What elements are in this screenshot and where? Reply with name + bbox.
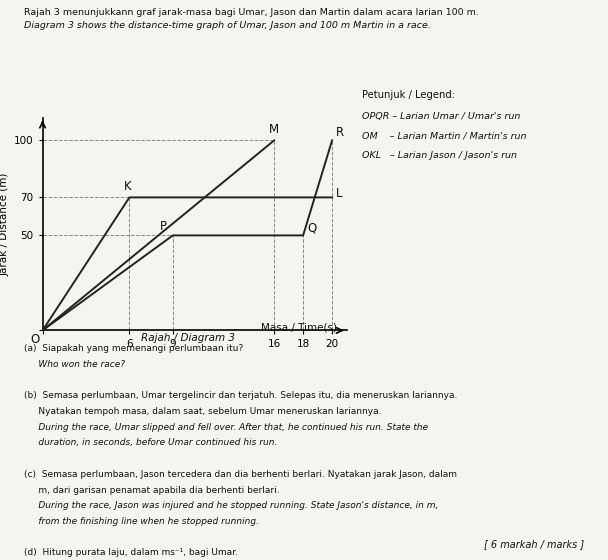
Text: Rajah / Diagram 3: Rajah / Diagram 3	[142, 333, 235, 343]
Text: M: M	[269, 123, 278, 137]
Text: (b)  Semasa perlumbaan, Umar tergelincir dan terjatuh. Selepas itu, dia menerusk: (b) Semasa perlumbaan, Umar tergelincir …	[24, 391, 458, 400]
Text: Rajah 3 menunjukkann graf jarak-masa bagi Umar, Jason dan Martin dalam acara lar: Rajah 3 menunjukkann graf jarak-masa bag…	[24, 8, 479, 17]
Text: L: L	[336, 188, 343, 200]
Text: Q: Q	[307, 221, 317, 234]
Text: (d)  Hitung purata laju, dalam ms⁻¹, bagi Umar.: (d) Hitung purata laju, dalam ms⁻¹, bagi…	[24, 548, 238, 557]
Text: OKL   – Larian Jason / Jason's run: OKL – Larian Jason / Jason's run	[362, 151, 517, 160]
Text: from the finishing line when he stopped running.: from the finishing line when he stopped …	[24, 517, 260, 526]
Text: Petunjuk / Legend:: Petunjuk / Legend:	[362, 90, 455, 100]
Text: Nyatakan tempoh masa, dalam saat, sebelum Umar meneruskan lariannya.: Nyatakan tempoh masa, dalam saat, sebelu…	[24, 407, 382, 416]
Text: Who won the race?: Who won the race?	[24, 360, 125, 369]
Text: [ 6 markah / marks ]: [ 6 markah / marks ]	[483, 539, 584, 549]
Text: Masa / Time(s): Masa / Time(s)	[261, 322, 337, 332]
Text: K: K	[124, 180, 131, 193]
Text: P: P	[161, 220, 167, 233]
Text: (a)  Siapakah yang memenangi perlumbaan itu?: (a) Siapakah yang memenangi perlumbaan i…	[24, 344, 244, 353]
Text: Diagram 3 shows the distance-time graph of Umar, Jason and 100 m Martin in a rac: Diagram 3 shows the distance-time graph …	[24, 21, 431, 30]
Text: (c)  Semasa perlumbaan, Jason tercedera dan dia berhenti berlari. Nyatakan jarak: (c) Semasa perlumbaan, Jason tercedera d…	[24, 470, 457, 479]
Text: O: O	[30, 333, 40, 346]
Y-axis label: Jarak / Distance (m): Jarak / Distance (m)	[0, 172, 10, 276]
Text: During the race, Jason was injured and he stopped running. State Jason's distanc: During the race, Jason was injured and h…	[24, 501, 439, 510]
Text: m, dari garisan penamat apabila dia berhenti berlari.: m, dari garisan penamat apabila dia berh…	[24, 486, 280, 494]
Text: OPQR – Larian Umar / Umar's run: OPQR – Larian Umar / Umar's run	[362, 112, 520, 121]
Text: R: R	[336, 126, 344, 139]
Text: During the race, Umar slipped and fell over. After that, he continued his run. S: During the race, Umar slipped and fell o…	[24, 423, 429, 432]
Text: OM    – Larian Martin / Martin's run: OM – Larian Martin / Martin's run	[362, 132, 527, 141]
Text: duration, in seconds, before Umar continued his run.: duration, in seconds, before Umar contin…	[24, 438, 278, 447]
